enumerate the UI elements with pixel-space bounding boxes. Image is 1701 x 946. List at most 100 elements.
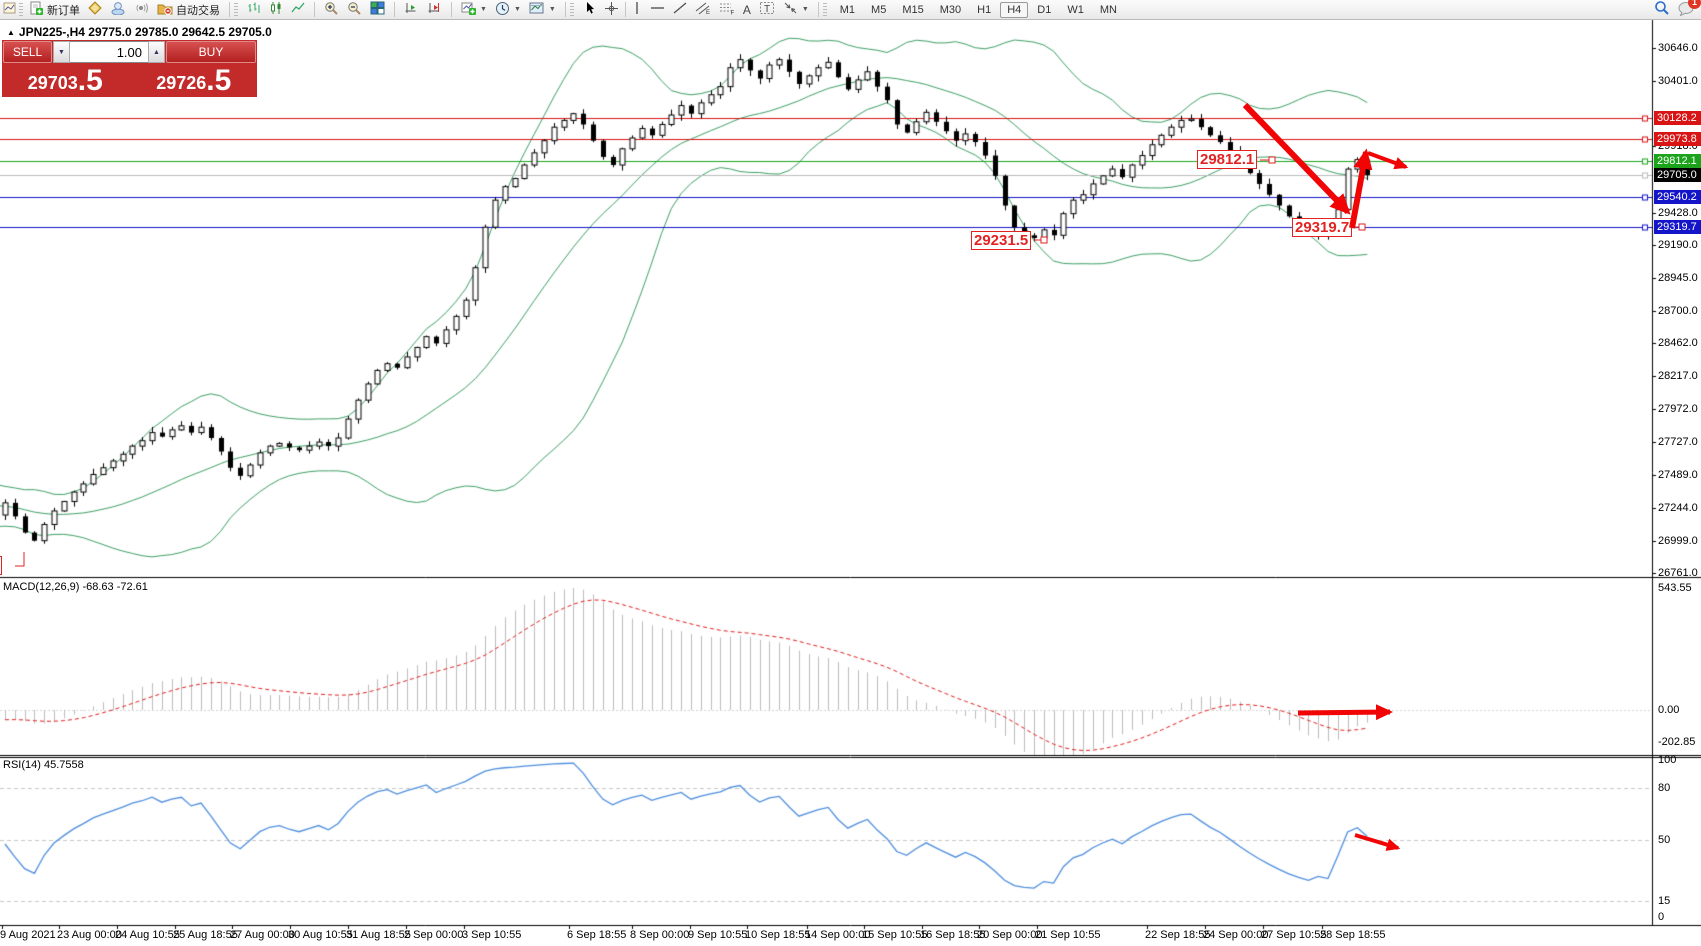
bar-chart-icon [247, 1, 261, 18]
time-axis-label: 15 Sep 10:55 [862, 929, 928, 941]
autotrading-icon [157, 1, 173, 18]
volume-increase-button[interactable]: ▲ [148, 41, 165, 63]
sell-button[interactable]: SELL [3, 41, 52, 63]
toolbar-group-chart-type [240, 0, 312, 19]
templates-button[interactable]: ▼ [525, 0, 560, 19]
text-label-icon: T [759, 1, 775, 18]
time-axis-label: 9 Aug 2021 [0, 929, 56, 941]
price-annotation: 6 [0, 556, 3, 575]
periods-button[interactable]: ▼ [491, 0, 525, 20]
new-order-label: 新订单 [47, 4, 80, 17]
new-order-button[interactable]: 新订单 [25, 0, 84, 20]
auto-scroll-button[interactable] [400, 0, 423, 19]
macd-indicator-label: MACD(12,26,9) -68.63 -72.61 [3, 581, 148, 593]
equidistant-channel-button[interactable]: E [691, 0, 715, 19]
cursor-icon [583, 1, 596, 18]
price-level-badge: 29705.0 [1654, 168, 1701, 183]
trendline-button[interactable] [669, 0, 691, 19]
horizontal-line-button[interactable] [646, 2, 669, 17]
crosshair-button[interactable] [600, 0, 623, 20]
price-level-badge: 29973.8 [1654, 131, 1701, 146]
price-tick: 29190.0 [1658, 238, 1698, 251]
volume-decrease-button[interactable]: ▼ [53, 41, 70, 63]
new-order-icon [29, 1, 44, 19]
zoom-in-button[interactable] [320, 0, 343, 20]
time-axis-label: 8 Sep 00:00 [630, 929, 690, 941]
time-axis-label: 31 Aug 18:55 [346, 929, 411, 941]
tile-windows-button[interactable] [366, 0, 389, 19]
bid-price[interactable]: 29703.5 [2, 65, 129, 97]
timeframe-toolbar: M1 M5 M15 M30 H1 H4 D1 W1 MN [829, 0, 1128, 19]
one-click-trading-panel: SELL ▼ ▲ BUY 29703.5 29726.5 [2, 40, 257, 97]
line-chart-icon [291, 1, 305, 18]
time-axis-label: 23 Aug 00:00 [57, 929, 122, 941]
time-axis-label: 10 Sep 18:55 [745, 929, 811, 941]
time-axis-label: 6 Sep 18:55 [567, 929, 627, 941]
timeframe-mn[interactable]: MN [1099, 3, 1117, 16]
signal-icon [134, 1, 149, 18]
symbol-dropdown-icon[interactable]: ▲ [7, 28, 15, 37]
price-tick: 28462.0 [1658, 337, 1698, 350]
fibonacci-button[interactable]: F [715, 0, 739, 19]
arrows-tool-button[interactable]: ▼ [779, 0, 813, 19]
price-tick: 28217.0 [1658, 370, 1698, 383]
chart-title: ▲ JPN225-,H4 29775.0 29785.0 29642.5 2970… [7, 25, 272, 39]
candlestick-chart-button[interactable] [265, 0, 287, 19]
svg-text:E: E [706, 10, 710, 15]
price-level-badge: 29812.1 [1654, 153, 1701, 168]
navigator-icon [111, 1, 126, 18]
bar-chart-button[interactable] [243, 0, 265, 19]
ask-price[interactable]: 29726.5 [130, 65, 257, 97]
timeframe-d1[interactable]: D1 [1037, 3, 1052, 16]
market-watch-icon [88, 1, 103, 18]
alerts-button[interactable] [130, 0, 153, 19]
rsi-tick: 80 [1658, 782, 1671, 794]
price-level-badge: 30128.2 [1654, 110, 1701, 125]
search-icon[interactable] [1654, 0, 1670, 19]
cursor-button[interactable] [579, 0, 600, 19]
price-tick: 26761.0 [1658, 567, 1698, 579]
vertical-line-icon [632, 1, 642, 18]
rsi-tick: 15 [1658, 895, 1671, 907]
toolbar-group-file: 新订单 自动交易 [0, 0, 227, 19]
auto-scroll-icon [404, 1, 419, 18]
timeframe-m15[interactable]: M15 [902, 3, 924, 16]
volume-input[interactable] [70, 41, 148, 63]
zoom-out-button[interactable] [343, 0, 366, 20]
chart-shift-button[interactable] [423, 0, 446, 19]
timeframe-w1[interactable]: W1 [1067, 3, 1084, 16]
timeframe-m30[interactable]: M30 [939, 3, 962, 16]
timeframe-h4[interactable]: H4 [1000, 1, 1029, 18]
time-axis-label: 2 Sep 00:00 [404, 929, 464, 941]
template-icon [529, 1, 545, 18]
price-tick: 30401.0 [1658, 75, 1698, 88]
timeframe-m5[interactable]: M5 [871, 3, 887, 16]
buy-button[interactable]: BUY [166, 41, 256, 63]
clock-icon [495, 1, 510, 19]
horizontal-line-icon [650, 3, 665, 16]
new-chart-icon [461, 1, 476, 18]
time-axis-label: 22 Sep 18:55 [1145, 929, 1211, 941]
new-chart-button[interactable]: ▼ [457, 0, 491, 19]
time-axis-label: 30 Aug 10:55 [288, 929, 353, 941]
navigator-button[interactable] [107, 0, 130, 19]
time-axis-label: 16 Sep 18:55 [920, 929, 986, 941]
toolbar-group-profiles: ▼ ▼ ▼ [454, 0, 563, 19]
price-tick: 28700.0 [1658, 304, 1698, 317]
timeframe-h1[interactable]: H1 [977, 3, 992, 16]
zoom-in-icon [324, 1, 339, 19]
macd-tick: 543.55 [1658, 582, 1692, 594]
line-chart-button[interactable] [287, 0, 309, 19]
price-tick: 29428.0 [1658, 206, 1698, 219]
price-level-badge: 29319.7 [1654, 220, 1701, 235]
vertical-line-button[interactable] [628, 0, 646, 19]
autotrading-button[interactable]: 自动交易 [153, 0, 224, 19]
text-label-button[interactable]: T [755, 0, 779, 19]
chart-window-icon[interactable] [3, 1, 17, 18]
text-tool-button[interactable]: A [739, 2, 755, 18]
market-watch-button[interactable] [84, 0, 107, 19]
notifications-button[interactable]: 1 [1678, 0, 1701, 19]
timeframe-m1[interactable]: M1 [839, 3, 856, 16]
